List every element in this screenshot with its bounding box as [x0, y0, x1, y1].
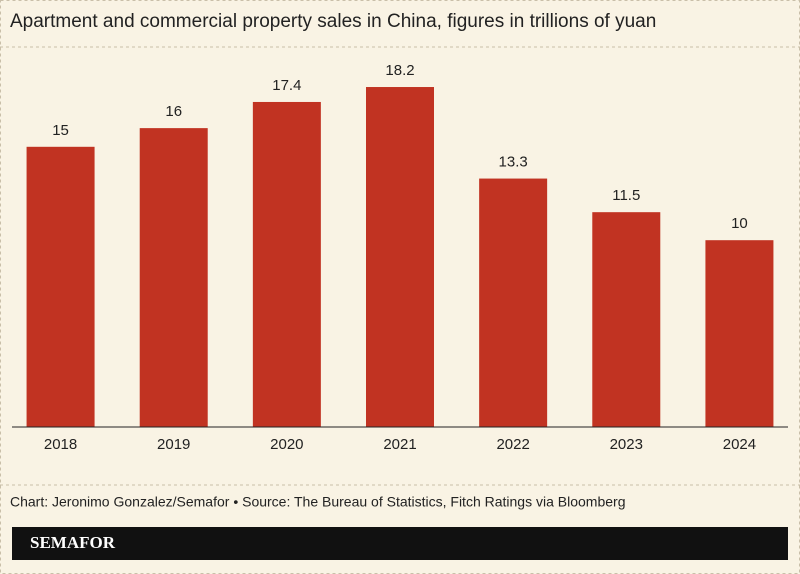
x-tick-label: 2022 — [496, 436, 529, 453]
bar — [252, 101, 321, 427]
x-tick-label: 2020 — [270, 436, 303, 453]
value-label: 11.5 — [612, 187, 640, 204]
value-label: 15 — [52, 122, 69, 139]
bar — [366, 87, 434, 428]
x-tick-label: 2019 — [157, 436, 190, 453]
value-label: 17.4 — [272, 77, 301, 94]
chart-title: Apartment and commercial property sales … — [10, 11, 656, 32]
bar — [26, 146, 95, 428]
source-note: Chart: Jeronimo Gonzalez/Semafor • Sourc… — [10, 494, 625, 510]
value-label: 10 — [731, 215, 748, 232]
brand: SEMAFOR — [30, 533, 116, 552]
x-tick-label: 2024 — [723, 436, 756, 453]
x-tick-label: 2023 — [610, 436, 643, 453]
bar — [705, 240, 774, 427]
bar — [139, 128, 208, 427]
bar — [479, 178, 548, 427]
value-label: 18.2 — [385, 62, 414, 79]
x-tick-label: 2021 — [383, 436, 416, 453]
brand-bar — [12, 527, 788, 560]
value-label: 16 — [165, 103, 182, 120]
value-label: 13.3 — [499, 154, 528, 171]
x-tick-label: 2018 — [44, 436, 77, 453]
bar — [592, 212, 661, 427]
